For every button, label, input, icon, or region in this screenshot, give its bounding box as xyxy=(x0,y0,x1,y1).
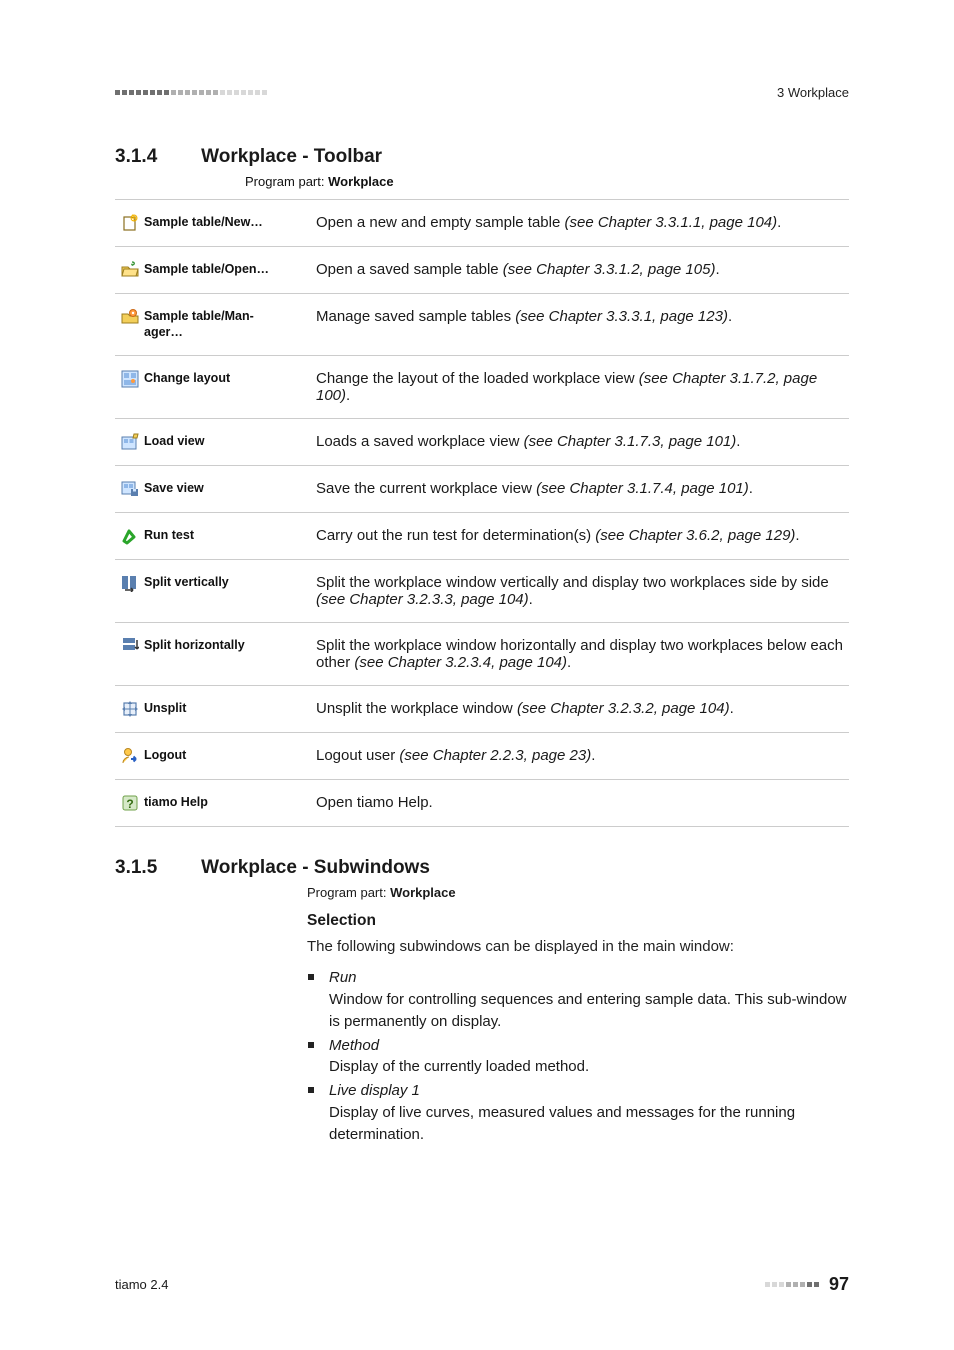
toolbar-item-label: Unsplit xyxy=(144,700,186,716)
toolbar-item-label: Split vertically xyxy=(144,574,229,590)
footer-dashes xyxy=(765,1282,819,1287)
list-item-title: Live display 1 xyxy=(329,1080,849,1102)
toolbar-item-label-cell: Sample table/Open… xyxy=(115,247,310,294)
header-section-label: 3 Workplace xyxy=(777,85,849,100)
toolbar-item-description: Open a saved sample table (see Chapter 3… xyxy=(310,247,849,294)
toolbar-item-description: Logout user (see Chapter 2.2.3, page 23)… xyxy=(310,732,849,779)
toolbar-item-label: Sample table/New… xyxy=(144,214,263,230)
list-item-body: Display of live curves, measured values … xyxy=(329,1102,849,1146)
list-item-body: Display of the currently loaded method. xyxy=(329,1056,589,1078)
toolbar-item-label: Sample table/Man-ager… xyxy=(144,308,254,341)
toolbar-item-label-cell: Split horizontally xyxy=(115,622,310,685)
toolbar-item-description: Save the current workplace view (see Cha… xyxy=(310,465,849,512)
split-horiz-icon xyxy=(121,637,139,655)
list-item-body: Window for controlling sequences and ent… xyxy=(329,989,849,1033)
page-number: 97 xyxy=(829,1274,849,1295)
toolbar-item-label: Change layout xyxy=(144,370,230,386)
table-row: Logout Logout user (see Chapter 2.2.3, pa… xyxy=(115,732,849,779)
toolbar-item-label: tiamo Help xyxy=(144,794,208,810)
selection-heading: Selection xyxy=(307,912,849,930)
section-heading-1: 3.1.4 Workplace - Toolbar xyxy=(115,146,849,168)
toolbar-item-description: Split the workplace window vertically an… xyxy=(310,559,849,622)
section-number: 3.1.4 xyxy=(115,146,197,168)
toolbar-item-description: Carry out the run test for determination… xyxy=(310,512,849,559)
toolbar-item-label: Sample table/Open… xyxy=(144,261,269,277)
run-test-icon xyxy=(121,527,139,545)
section-heading-2: 3.1.5 Workplace - Subwindows xyxy=(115,857,849,879)
toolbar-item-label-cell: Split vertically xyxy=(115,559,310,622)
bullet-icon xyxy=(307,1035,315,1079)
toolbar-item-label-cell: Change layout xyxy=(115,355,310,418)
subwindow-list: RunWindow for controlling sequences and … xyxy=(307,967,849,1145)
toolbar-item-label-cell: Logout xyxy=(115,732,310,779)
toolbar-item-label: Logout xyxy=(144,747,186,763)
table-row: Split horizontally Split the workplace wi… xyxy=(115,622,849,685)
table-row: Load view Loads a saved workplace view (s… xyxy=(115,418,849,465)
toolbar-item-label-cell: Unsplit xyxy=(115,685,310,732)
selection-intro: The following subwindows can be displaye… xyxy=(307,936,849,958)
toolbar-item-label-cell: Run test xyxy=(115,512,310,559)
load-view-icon xyxy=(121,433,139,451)
toolbar-item-label-cell: tiamo Help xyxy=(115,779,310,826)
layout-icon xyxy=(121,370,139,388)
toolbar-item-description: Loads a saved workplace view (see Chapte… xyxy=(310,418,849,465)
list-item-title: Run xyxy=(329,967,849,989)
table-row: tiamo Help Open tiamo Help. xyxy=(115,779,849,826)
new-icon xyxy=(121,214,139,232)
toolbar-item-description: Change the layout of the loaded workplac… xyxy=(310,355,849,418)
help-icon xyxy=(121,794,139,812)
page-footer: tiamo 2.4 97 xyxy=(115,1274,849,1295)
save-view-icon xyxy=(121,480,139,498)
section-number: 3.1.5 xyxy=(115,857,197,879)
bullet-icon xyxy=(307,1080,315,1145)
header-dashes xyxy=(115,90,267,95)
toolbar-item-label: Load view xyxy=(144,433,204,449)
program-part-line: Program part: Workplace xyxy=(307,885,849,900)
table-row: Sample table/Man-ager… Manage saved sampl… xyxy=(115,294,849,356)
toolbar-item-description: Open tiamo Help. xyxy=(310,779,849,826)
split-vert-icon xyxy=(121,574,139,592)
toolbar-item-label: Save view xyxy=(144,480,204,496)
list-item: RunWindow for controlling sequences and … xyxy=(307,967,849,1032)
bullet-icon xyxy=(307,967,315,1032)
toolbar-item-label: Run test xyxy=(144,527,194,543)
list-item: MethodDisplay of the currently loaded me… xyxy=(307,1035,849,1079)
toolbar-item-label-cell: Sample table/Man-ager… xyxy=(115,294,310,356)
toolbar-table: Sample table/New… Open a new and empty sa… xyxy=(115,199,849,827)
toolbar-item-description: Split the workplace window horizontally … xyxy=(310,622,849,685)
table-row: Sample table/Open… Open a saved sample ta… xyxy=(115,247,849,294)
unsplit-icon xyxy=(121,700,139,718)
page-header: 3 Workplace xyxy=(115,85,849,100)
toolbar-item-label-cell: Save view xyxy=(115,465,310,512)
open-icon xyxy=(121,261,139,279)
table-row: Sample table/New… Open a new and empty sa… xyxy=(115,200,849,247)
toolbar-item-label-cell: Sample table/New… xyxy=(115,200,310,247)
section-title: Workplace - Subwindows xyxy=(201,857,430,879)
toolbar-item-description: Unsplit the workplace window (see Chapte… xyxy=(310,685,849,732)
table-row: Change layout Change the layout of the lo… xyxy=(115,355,849,418)
program-part-line: Program part: Workplace xyxy=(245,174,849,189)
table-row: Split vertically Split the workplace wind… xyxy=(115,559,849,622)
table-row: Unsplit Unsplit the workplace window (see… xyxy=(115,685,849,732)
list-item-title: Method xyxy=(329,1035,589,1057)
table-row: Save view Save the current workplace view… xyxy=(115,465,849,512)
footer-product: tiamo 2.4 xyxy=(115,1277,168,1292)
logout-icon xyxy=(121,747,139,765)
toolbar-item-label: Split horizontally xyxy=(144,637,245,653)
toolbar-item-description: Manage saved sample tables (see Chapter … xyxy=(310,294,849,356)
toolbar-item-label-cell: Load view xyxy=(115,418,310,465)
table-row: Run test Carry out the run test for deter… xyxy=(115,512,849,559)
manager-icon xyxy=(121,308,139,326)
section-title: Workplace - Toolbar xyxy=(201,146,382,168)
toolbar-item-description: Open a new and empty sample table (see C… xyxy=(310,200,849,247)
list-item: Live display 1Display of live curves, me… xyxy=(307,1080,849,1145)
